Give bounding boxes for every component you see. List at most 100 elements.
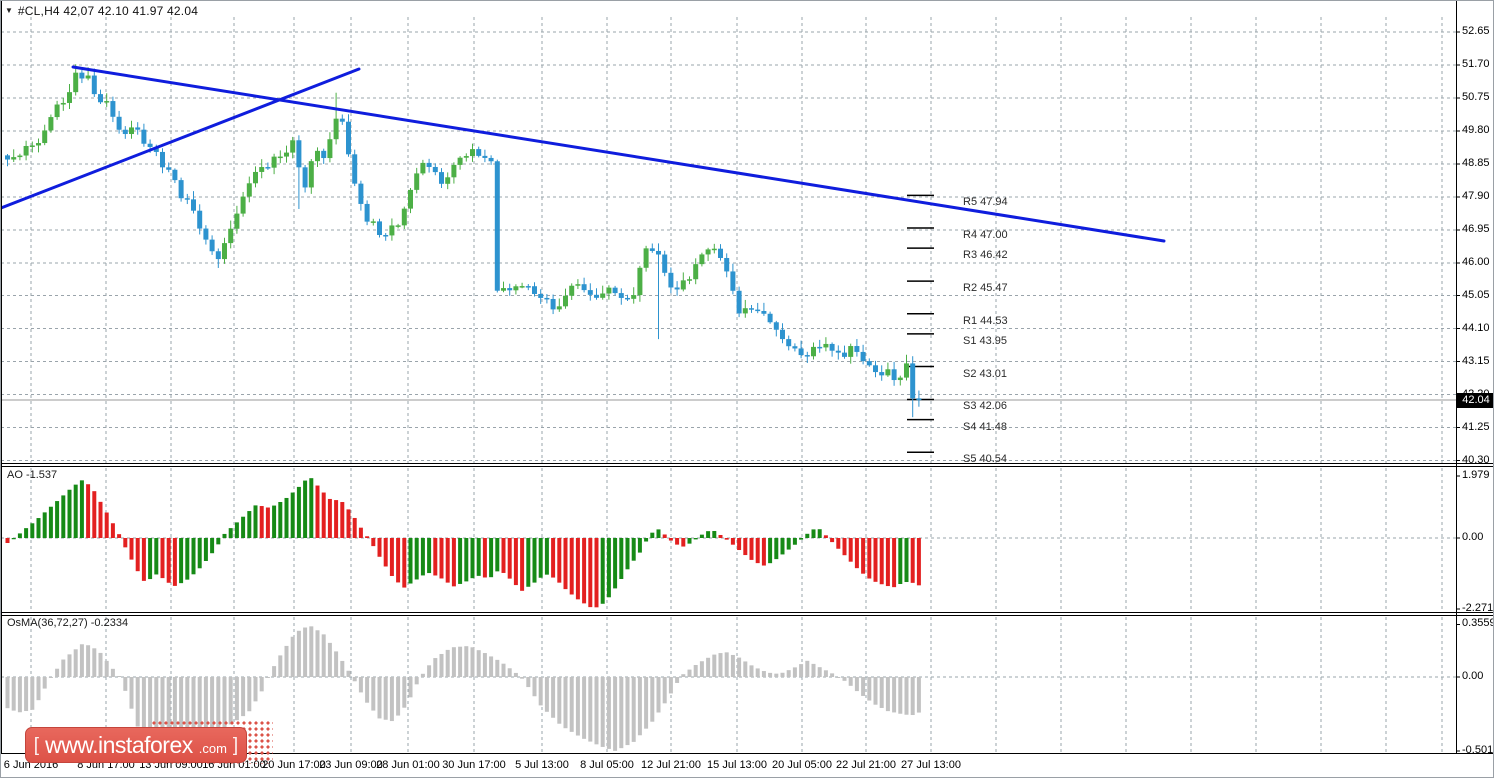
osma-bar [451,647,456,677]
osma-bar [117,676,122,677]
ao-bar [873,538,878,582]
osma-bar [625,677,630,746]
osma-bar [557,677,562,724]
osma-bar [48,677,53,678]
osma-bar [5,677,10,709]
ao-bar [104,512,109,538]
candle-body [284,152,289,157]
osma-bar [427,665,432,677]
candle-body [253,171,258,184]
ao-bar [86,484,91,538]
ao-bar [489,538,494,578]
ao-bar [191,538,196,575]
ao-bar [842,538,847,556]
ascending-trendline[interactable] [1,67,361,210]
ao-bar [303,480,308,538]
osma-bar [352,677,357,682]
osma-bar [148,677,153,742]
candle-body [296,140,302,168]
osma-bar [172,677,177,746]
osma-bar [321,634,326,677]
osma-bar [526,677,531,688]
candle-body [470,149,475,157]
candle-body [891,369,897,381]
candle-body [104,101,110,103]
ao-bar [228,528,233,538]
candle-body [364,203,370,222]
osma-bar [861,677,866,696]
ao-bar [507,538,512,579]
ao-bar [148,538,153,580]
osma-bar [842,677,847,681]
candle-body [606,287,612,294]
candle-body [618,293,624,298]
candle-body [767,313,773,323]
candle-body [439,172,444,184]
watermark-bracket-right: ] [232,734,239,756]
candle-body [451,164,457,178]
candle-body [339,118,345,122]
chevron-down-icon[interactable]: ▼ [5,6,13,15]
osma-bar [650,677,655,722]
ao-bar [433,538,438,576]
osma-bar [315,630,320,677]
candle-body [265,167,271,169]
candle-body [203,228,209,240]
osma-bar [234,677,239,721]
osma-bar [668,677,673,694]
candle-body [85,75,91,79]
ao-bar [11,538,16,540]
candle-body [600,293,606,298]
osma-bar [792,667,797,677]
osma-bar [371,677,376,711]
osma-bar [17,677,22,713]
ao-bar [637,538,642,553]
candle-body [637,267,643,296]
candle-body [811,346,816,357]
ao-bar [259,506,264,538]
candle-body [36,143,41,146]
osma-bar [644,677,649,729]
watermark-suffix: .com [198,740,227,756]
ao-bar [687,538,692,544]
candle-body [42,130,48,144]
osma-bar [879,677,884,708]
candle-body [780,329,785,340]
candle-body [544,297,550,300]
osma-bar [365,677,370,703]
ao-bar [482,538,487,578]
candle-body [848,346,854,357]
ao-bar [123,538,128,548]
candle-body [116,116,122,130]
ao-bar [179,538,184,584]
ao-bar [513,538,518,586]
ao-bar [216,538,221,545]
candle-body [122,129,128,135]
candle-body [501,288,506,291]
candle-body [482,155,488,158]
candle-body [153,146,159,152]
ao-bar [644,538,649,542]
osma-bar [185,677,190,743]
ao-bar [160,538,165,579]
candle-body [507,288,513,291]
candle-body [538,293,544,298]
ao-bar [606,538,611,598]
candle-body [718,248,723,258]
ao-bar [743,538,748,556]
ao-bar [699,534,704,538]
descending-trendline[interactable] [71,65,1166,243]
osma-bar [823,670,828,677]
osma-bar [830,673,835,677]
symbol-ohlc-title: #CL,H4 42,07 42.10 41.97 42.04 [17,4,199,18]
osma-bar [303,627,308,677]
ao-bar [656,529,661,538]
osma-bar [98,652,103,677]
candle-body [383,234,389,237]
ao-bar [600,538,605,604]
osma-bar [718,653,723,677]
current-price-badge: 42.04 [1457,393,1493,408]
osma-bar [904,677,909,715]
